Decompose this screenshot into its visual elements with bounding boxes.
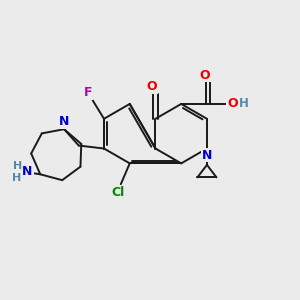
Text: O: O xyxy=(147,80,157,94)
Text: Cl: Cl xyxy=(111,186,124,199)
Text: N: N xyxy=(22,165,33,178)
Text: F: F xyxy=(84,86,92,99)
Text: O: O xyxy=(227,98,238,110)
Text: O: O xyxy=(200,69,210,82)
Text: H: H xyxy=(239,98,249,110)
Text: N: N xyxy=(202,148,212,162)
Text: H: H xyxy=(13,161,22,171)
Text: H: H xyxy=(12,173,21,183)
Text: N: N xyxy=(59,115,69,128)
